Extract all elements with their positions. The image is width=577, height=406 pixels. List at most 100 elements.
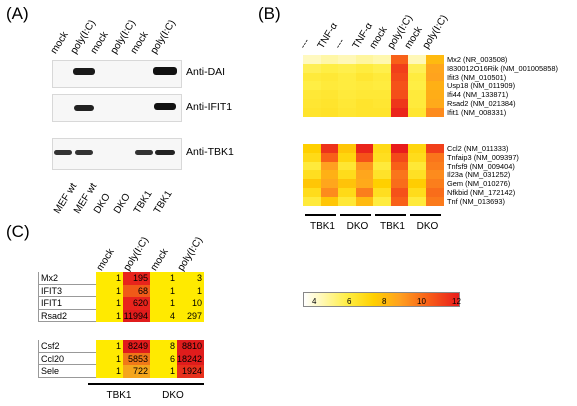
heatmap-cell: [355, 188, 374, 198]
table-row-name: IFIT1: [38, 297, 96, 310]
band-tbk1-lane1: [54, 150, 72, 155]
heatmap-cell: [425, 152, 444, 163]
heatmap-cell: [320, 161, 339, 171]
gene-label: Il23a (NM_031252): [447, 170, 511, 180]
heatmap-cell: [320, 90, 339, 100]
gene-label: Ccl2 (NM_011333): [447, 144, 509, 153]
heatmap-cell: [390, 152, 409, 163]
table-cell-value: 1: [150, 272, 177, 285]
heatmap-cell: [320, 63, 339, 74]
group-label: DKO: [416, 221, 439, 232]
band-tbk1-lane2: [75, 150, 93, 155]
heatmap-cell: [303, 55, 321, 65]
lane-label-bottom: TBK1: [132, 188, 155, 216]
band-ifit1-lane2: [74, 105, 94, 111]
color-scale-tick: 8: [382, 297, 387, 306]
heatmap-cell: [425, 55, 444, 65]
heatmap-cell: [320, 179, 339, 189]
heatmap-cell: [338, 63, 356, 74]
heatmap-cell: [355, 152, 374, 163]
table-cell-value: 1: [96, 284, 123, 297]
heatmap-cell: [425, 161, 444, 171]
group-label: TBK1: [379, 221, 405, 232]
heatmap-cell: [425, 81, 444, 91]
heatmap-cell: [338, 170, 356, 180]
heatmap-column-label: ---: [332, 36, 348, 51]
heatmap-cell: [355, 179, 374, 189]
heatmap-cell: [373, 72, 391, 82]
lane-label-top: mock: [88, 29, 111, 56]
heatmap-cell: [373, 161, 391, 171]
heatmap-cell: [425, 188, 444, 198]
color-scale-tick: 6: [347, 297, 352, 306]
heatmap-cell: [303, 188, 321, 198]
heatmap-cell: [425, 107, 444, 118]
heatmap-cell: [408, 196, 426, 207]
heatmap-cell: [355, 170, 374, 180]
heatmap-cell: [408, 144, 426, 154]
heatmap-cell: [320, 107, 339, 118]
heatmap-cell: [355, 81, 374, 91]
heatmap-cell: [390, 99, 409, 109]
table-cell-value: 1: [177, 284, 204, 297]
gene-label: Nfkbid (NM_172142): [447, 188, 516, 197]
heatmap-cell: [338, 196, 356, 207]
heatmap-cell: [425, 144, 444, 154]
heatmap-cell: [408, 55, 426, 65]
table-column-label: poly(I:C): [121, 235, 152, 273]
table-row-name: Rsad2: [38, 309, 96, 322]
group-label: DKO: [346, 221, 369, 232]
heatmap-cell: [373, 188, 391, 198]
gene-label: Mx2 (NR_003508): [447, 55, 508, 64]
heatmap-cell: [425, 196, 444, 207]
heatmap-cell: [390, 144, 409, 154]
group-label: TBK1: [309, 221, 335, 232]
group-underline: [305, 214, 336, 216]
gene-label: Ifit1 (NM_008331): [447, 107, 507, 117]
gene-label: Rsad2 (NM_021384): [447, 99, 516, 108]
blot-label-tbk1: Anti-TBK1: [186, 146, 234, 158]
heatmap-cell: [373, 55, 391, 65]
heatmap-cell: [320, 152, 339, 163]
heatmap-cell: [303, 144, 321, 154]
heatmap-cell: [373, 196, 391, 207]
heatmap-cell: [373, 107, 391, 118]
table-cell-value: 11994: [123, 309, 150, 322]
group-underline: [88, 383, 150, 385]
band-ifit1-lane6: [154, 103, 176, 110]
table-cell-value: 1: [150, 297, 177, 310]
heatmap-cell: [408, 170, 426, 180]
table-cell-value: 8810: [177, 340, 204, 353]
heatmap-cell: [355, 72, 374, 82]
heatmap-cell: [373, 99, 391, 109]
heatmap-cell: [390, 196, 409, 207]
heatmap-cell: [355, 55, 374, 65]
group-underline: [410, 214, 441, 216]
heatmap-cell: [320, 72, 339, 82]
color-scale-tick: 4: [312, 297, 317, 306]
heatmap-cell: [303, 170, 321, 180]
table-cell-value: 5853: [123, 352, 150, 365]
table-cell-value: 1: [96, 272, 123, 285]
heatmap-cell: [373, 179, 391, 189]
heatmap-color-scale: [303, 292, 460, 307]
heatmap-cell: [303, 179, 321, 189]
gene-label: Tnfsf9 (NM_009404): [447, 161, 515, 171]
panel-a-label: (A): [6, 4, 29, 23]
table-column-label: mock: [148, 246, 171, 273]
heatmap-cell: [320, 81, 339, 91]
heatmap-cell: [390, 179, 409, 189]
heatmap-cell: [303, 99, 321, 109]
heatmap-cell: [303, 90, 321, 100]
heatmap-cell: [408, 188, 426, 198]
heatmap-cell: [390, 55, 409, 65]
heatmap-cell: [338, 81, 356, 91]
table-cell-value: 8249: [123, 340, 150, 353]
heatmap-cell: [373, 152, 391, 163]
heatmap-cell: [320, 55, 339, 65]
lane-label-bottom: DKO: [112, 191, 133, 216]
lane-label-bottom: TBK1: [152, 188, 175, 216]
heatmap-cell: [338, 179, 356, 189]
heatmap-cell: [390, 107, 409, 118]
heatmap-cell: [425, 90, 444, 100]
